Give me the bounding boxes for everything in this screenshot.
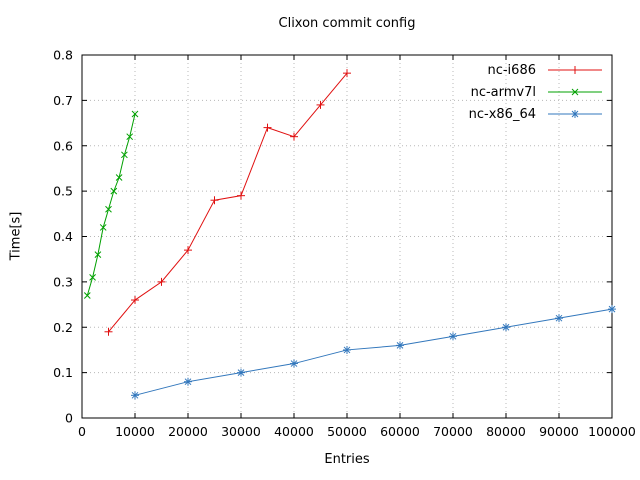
svg-text:50000: 50000 (327, 424, 367, 439)
svg-text:90000: 90000 (539, 424, 579, 439)
svg-text:20000: 20000 (168, 424, 208, 439)
svg-text:0: 0 (65, 411, 73, 426)
svg-text:0.7: 0.7 (53, 93, 73, 108)
svg-text:0.5: 0.5 (53, 184, 73, 199)
svg-text:30000: 30000 (221, 424, 261, 439)
svg-text:0.4: 0.4 (53, 229, 73, 244)
legend-item-nc-armv7l: nc-armv7l (469, 81, 604, 103)
svg-text:0.8: 0.8 (53, 48, 73, 63)
legend-label: nc-i686 (487, 62, 536, 78)
legend-label: nc-x86_64 (468, 106, 536, 122)
legend-line-sample (548, 66, 602, 74)
svg-text:40000: 40000 (274, 424, 314, 439)
svg-text:0.1: 0.1 (53, 365, 73, 380)
y-axis-label: Time[s] (8, 211, 24, 261)
svg-text:0: 0 (78, 424, 86, 439)
svg-text:0.6: 0.6 (53, 138, 73, 153)
legend-label: nc-armv7l (470, 84, 536, 100)
legend: nc-i686 nc-armv7l nc-x86_64 (469, 59, 604, 125)
x-axis-label: Entries (324, 452, 370, 467)
chart-title: Clixon commit config (278, 16, 416, 31)
svg-text:0.2: 0.2 (53, 320, 73, 335)
svg-text:0.3: 0.3 (53, 274, 73, 289)
svg-text:60000: 60000 (380, 424, 420, 439)
legend-line-sample (548, 110, 602, 118)
svg-text:80000: 80000 (486, 424, 526, 439)
svg-text:100000: 100000 (588, 424, 636, 439)
svg-text:70000: 70000 (433, 424, 473, 439)
legend-item-nc-i686: nc-i686 (469, 59, 604, 81)
legend-line-sample (548, 88, 602, 96)
svg-text:10000: 10000 (115, 424, 155, 439)
legend-item-nc-x86_64: nc-x86_64 (469, 103, 604, 125)
